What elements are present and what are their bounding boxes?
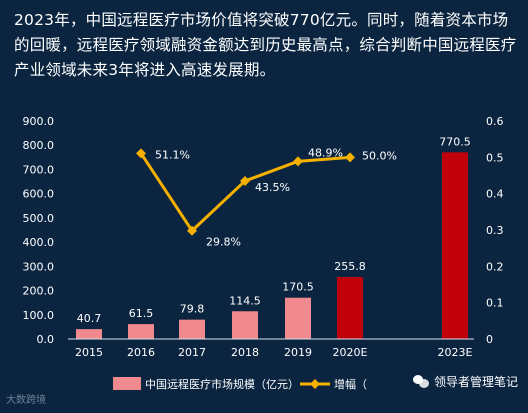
line-value-label: 48.9% <box>308 146 343 159</box>
y-right-tick-label: 0.6 <box>486 115 504 128</box>
legend-marker-line <box>310 379 320 389</box>
bar-value-label: 61.5 <box>129 307 154 320</box>
bar <box>232 311 258 339</box>
y-right-tick-label: 0 <box>486 333 493 346</box>
y-left-tick-label: 200.0 <box>23 285 55 298</box>
x-tick-label: 2016 <box>127 346 155 359</box>
bar <box>76 329 102 339</box>
y-left-tick-label: 400.0 <box>23 236 55 249</box>
y-left-tick-label: 700.0 <box>23 163 55 176</box>
line-value-label: 29.8% <box>206 236 241 249</box>
y-right-tick-label: 0.5 <box>486 151 504 164</box>
line-value-label: 43.5% <box>255 181 290 194</box>
watermark-right-text: 领导者管理笔记 <box>433 375 518 389</box>
y-left-tick-label: 800.0 <box>23 139 55 152</box>
legend-label-line: 增幅（ <box>334 377 367 391</box>
y-left-tick-label: 900.0 <box>23 115 55 128</box>
watermark-right: 领导者管理笔记 <box>412 373 518 390</box>
line-value-label: 51.1% <box>155 148 190 161</box>
x-tick-label: 2015 <box>75 346 103 359</box>
y-left-tick-label: 500.0 <box>23 212 55 225</box>
line-marker <box>187 225 197 236</box>
line-marker <box>293 156 303 167</box>
headline: 2023年，中国远程医疗市场价值将突破770亿元。同时，随着资本市场的回暖，远程… <box>14 11 517 79</box>
x-tick-label: 2023E <box>438 346 473 359</box>
x-tick-label: 2019 <box>284 346 312 359</box>
bar <box>442 152 468 339</box>
x-tick-label: 2018 <box>231 346 259 359</box>
line-value-label: 50.0% <box>362 149 397 162</box>
growth-line <box>139 152 351 233</box>
y-left-tick-label: 600.0 <box>23 188 55 201</box>
y-right-tick-label: 0.4 <box>486 188 504 201</box>
y-left-tick-label: 300.0 <box>23 260 55 273</box>
y-right-tick-label: 0.2 <box>486 260 504 273</box>
y-left-tick-label: 0.0 <box>37 333 55 346</box>
y-left-tick-label: 100.0 <box>23 309 55 322</box>
bar-value-label: 170.5 <box>282 281 314 294</box>
bar <box>285 297 311 339</box>
line-marker <box>240 175 250 186</box>
y-right-tick-label: 0.3 <box>486 224 504 237</box>
bar-value-label: 255.8 <box>334 260 366 273</box>
bar-value-label: 770.5 <box>439 135 471 148</box>
bar-value-label: 79.8 <box>180 303 205 316</box>
wechat-icon <box>412 375 429 388</box>
x-tick-label: 2020E <box>333 346 368 359</box>
y-right-tick-label: 0.1 <box>486 297 504 310</box>
bar <box>337 277 363 339</box>
bar-value-label: 40.7 <box>77 312 102 325</box>
watermark-left: 大数跨境 <box>6 395 46 406</box>
line-marker <box>136 148 146 159</box>
bar-value-label: 114.5 <box>229 294 261 307</box>
x-tick-label: 2017 <box>178 346 206 359</box>
line-marker <box>345 152 355 163</box>
bar <box>128 324 154 339</box>
bar <box>179 319 205 339</box>
legend-label-bar: 中国远程医疗市场规模（亿元） <box>145 377 299 391</box>
legend-swatch-bar <box>113 377 141 390</box>
